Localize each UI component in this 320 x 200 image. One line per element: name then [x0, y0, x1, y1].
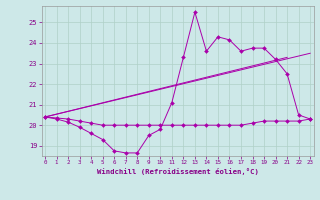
X-axis label: Windchill (Refroidissement éolien,°C): Windchill (Refroidissement éolien,°C) — [97, 168, 259, 175]
